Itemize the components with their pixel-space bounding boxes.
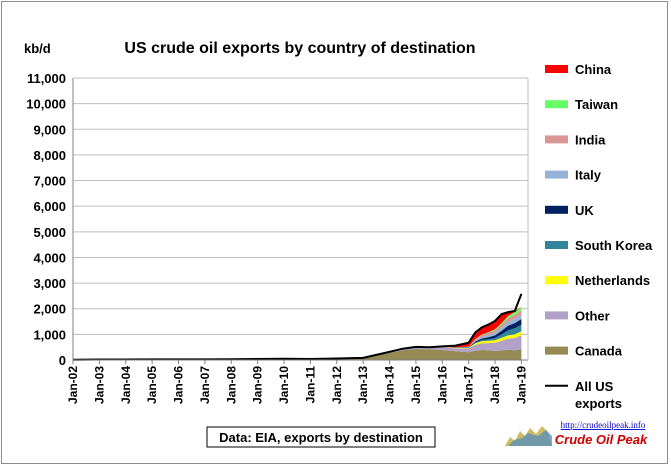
x-tick-label: Jan-17: [462, 366, 476, 404]
y-tick-label: 9,000: [33, 122, 66, 137]
y-tick-label: 6,000: [33, 199, 66, 214]
y-tick-label: 4,000: [33, 250, 66, 265]
legend-swatch-taiwan: [545, 100, 568, 109]
x-tick-label: Jan-19: [514, 366, 528, 404]
y-tick-label: 2,000: [33, 302, 66, 317]
legend-label: Canada: [575, 344, 623, 359]
y-tick-label: 7,000: [33, 174, 66, 189]
chart-title: US crude oil exports by country of desti…: [124, 40, 475, 57]
legend-label: South Korea: [575, 238, 653, 253]
y-axis-label: kb/d: [24, 41, 51, 56]
legend: China Taiwan India Italy UK South Korea Nether…: [545, 62, 653, 411]
legend-label: UK: [575, 203, 594, 218]
x-tick-label: Jan-15: [409, 366, 423, 404]
legend-label: China: [575, 62, 612, 77]
x-tick-label: Jan-16: [435, 366, 449, 404]
watermark-logo: http://crudeoilpeak.info Crude Oil Peak: [505, 420, 648, 447]
legend-swatch-china: [545, 65, 568, 73]
watermark-name: Crude Oil Peak: [555, 432, 648, 447]
y-tick-label: 3,000: [33, 276, 66, 291]
legend-label: India: [575, 132, 606, 147]
gridlines: [73, 77, 528, 335]
legend-swatch-south-korea: [545, 241, 568, 249]
y-tick-label: 11,000: [27, 71, 66, 86]
y-tick-label: 8,000: [33, 148, 66, 163]
x-tick-label: Jan-08: [224, 366, 238, 404]
y-tick-label: 10,000: [26, 97, 66, 112]
x-tick-label: Jan-11: [303, 366, 317, 404]
legend-swatch-uk: [545, 205, 568, 214]
x-tick-label: Jan-04: [119, 366, 133, 404]
legend-swatch-italy: [545, 170, 568, 179]
legend-label: Netherlands: [575, 273, 650, 288]
x-tick-label: Jan-03: [92, 366, 106, 404]
x-tick-label: Jan-10: [277, 366, 291, 404]
watermark-url: http://crudeoilpeak.info: [561, 420, 646, 430]
x-tick-label: Jan-05: [145, 366, 159, 404]
legend-label: Other: [575, 308, 610, 323]
y-tick-label: 5,000: [33, 225, 66, 240]
x-tick-label: Jan-13: [356, 366, 370, 404]
legend-swatch-netherlands: [545, 276, 568, 285]
legend-label-continued: exports: [575, 396, 622, 411]
annotation-text: Data: EIA, exports by destination: [219, 430, 423, 445]
y-tick-label: 1,000: [33, 327, 66, 342]
axes: [72, 77, 529, 361]
x-tick-label: Jan-06: [172, 366, 186, 404]
legend-label: Italy: [575, 168, 602, 183]
x-tick-label: Jan-14: [383, 366, 397, 404]
x-tick-label: Jan-09: [251, 366, 265, 404]
y-tick-labels: 0 1,000 2,000 3,000 4,000 5,000 6,000 7,000 8,00…: [26, 71, 66, 368]
x-tick-labels: Jan-02 Jan-03 Jan-04 Jan-05 Jan-06 Jan-07 Jan-…: [66, 360, 528, 404]
legend-swatch-canada: [545, 346, 568, 355]
legend-swatch-other: [545, 311, 568, 320]
x-tick-label: Jan-07: [198, 366, 212, 404]
annotation-box: [206, 426, 436, 448]
total-line-layer: [72, 293, 523, 361]
stacked-areas: [73, 306, 522, 360]
area-canada: [73, 349, 522, 360]
x-tick-label: Jan-12: [330, 366, 344, 404]
x-tick-label: Jan-02: [66, 366, 80, 404]
x-tick-label: Jan-18: [488, 366, 502, 404]
line-all-us-exports: [72, 293, 523, 361]
watermark-hills-icon-back: [508, 430, 552, 446]
legend-swatch-india: [545, 135, 568, 144]
legend-label: Taiwan: [575, 97, 618, 112]
legend-label: All US: [575, 379, 614, 394]
y-tick-label: 0: [59, 353, 66, 368]
